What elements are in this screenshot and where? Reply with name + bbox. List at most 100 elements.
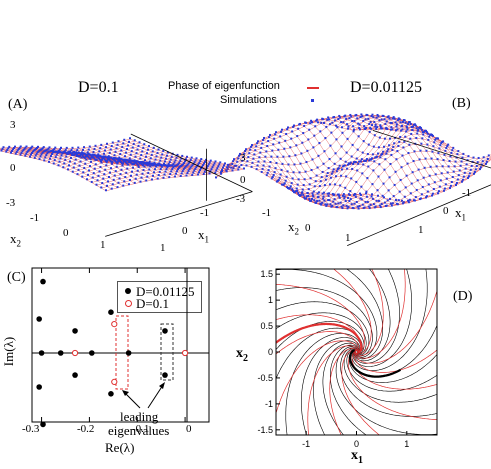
panel-a-sim-point	[130, 150, 133, 153]
panel-a-sim-point	[26, 151, 29, 154]
panel-a-sim-point	[207, 163, 210, 166]
panel-a-sim-point	[208, 172, 211, 175]
panel-b-sim-point	[387, 148, 390, 151]
panel-b-sim-point	[419, 149, 422, 152]
panel-b-sim-point	[421, 185, 424, 188]
panel-b-sim-point	[346, 207, 349, 210]
panel-b-sim-point	[323, 191, 325, 194]
panel-b-sim-point	[333, 162, 336, 165]
panel-a-sim-point	[77, 146, 80, 149]
panel-b-sim-point	[342, 204, 345, 207]
panel-b-sim-point	[423, 166, 426, 169]
panel-b-sim-point	[318, 185, 321, 188]
panel-b-sim-point	[388, 144, 391, 147]
panel-b-sim-point	[375, 127, 378, 130]
panel-a-sim-point	[122, 184, 125, 187]
panel-b-sim-point	[426, 143, 429, 146]
panel-b-sim-point	[235, 164, 238, 167]
panel-b-sim-point	[293, 124, 295, 127]
panel-a-sim-point	[179, 159, 182, 162]
panel-b-sim-point	[384, 158, 387, 161]
panel-a-sim-point	[101, 157, 104, 160]
panel-b-sim-point	[393, 183, 396, 186]
panel-a-sim-point	[114, 150, 117, 153]
panel-b-sim-point	[248, 152, 251, 155]
panel-a-sim-point	[76, 153, 78, 156]
panel-b-sim-point	[358, 160, 361, 163]
panel-a-sim-point	[121, 145, 124, 148]
panel-a-sim-point	[132, 142, 135, 145]
panel-b-sim-point	[240, 164, 243, 167]
panel-a-sim-point	[98, 157, 100, 160]
panel-b-sim-point	[369, 158, 372, 161]
panel-a-sim-point	[99, 165, 102, 168]
panel-b-sim-point	[421, 137, 424, 140]
panel-b-sim-point	[292, 189, 295, 192]
panel-b-sim-point	[311, 194, 314, 197]
panel-b-sim-point	[325, 175, 328, 178]
panel-b-sim-point	[410, 126, 413, 129]
panel-a-sim-point	[19, 145, 22, 148]
panel-b-sim-point	[311, 197, 313, 200]
panel-b-sim-point	[323, 184, 326, 187]
panel-a-sim-point	[113, 157, 115, 160]
panel-b-sim-point	[402, 201, 405, 204]
panel-b-sim-point	[348, 117, 351, 120]
panel-b-sim-point	[417, 168, 420, 171]
panel-a-sim-point	[102, 177, 105, 180]
panel-a-sim-point	[111, 162, 113, 165]
panel-a-sim-point	[193, 169, 196, 172]
panel-b-sim-point	[215, 176, 217, 179]
panel-b-sim-point	[460, 160, 463, 163]
panel-a-sim-point	[28, 148, 31, 151]
panel-b-sim-point	[349, 161, 352, 164]
panel-b-sim-point	[463, 171, 466, 174]
panel-b-sim-point	[310, 119, 313, 122]
panel-c-xtick-label-0: -0.3	[22, 423, 40, 435]
panel-b-sim-point	[322, 162, 325, 165]
panel-b-sim-point	[287, 163, 290, 166]
panel-a-sim-point	[203, 170, 206, 173]
panel-a-sim-point	[104, 149, 106, 152]
panel-b-sim-point	[301, 191, 304, 194]
panel-a-sim-point	[37, 145, 39, 148]
panel-b-sim-point	[364, 200, 367, 203]
panel-b-sim-point	[345, 204, 348, 207]
panel-b-sim-point	[390, 126, 393, 129]
panel-a-sim-point	[194, 159, 197, 162]
panel-b-sim-point	[354, 195, 357, 198]
panel-a-sim-point	[108, 175, 110, 178]
panel-b-sim-point	[249, 148, 252, 151]
panel-a-sim-point	[29, 155, 31, 158]
panel-b-sim-point	[420, 128, 423, 131]
panel-a-sim-point	[221, 168, 223, 171]
panel-a-sim-point	[72, 151, 74, 154]
panel-a-sim-point	[156, 151, 159, 154]
panel-a-sim-point	[148, 168, 151, 171]
panel-a-sim-point	[153, 161, 156, 164]
panel-a-sim-point	[209, 159, 212, 162]
panel-b-sim-point	[354, 114, 357, 117]
panel-a-sim-point	[104, 168, 107, 171]
panel-a-sim-point	[5, 150, 8, 153]
panel-b-sim-point	[320, 121, 323, 124]
panel-a-sim-point	[110, 187, 113, 190]
panel-b-sim-point	[443, 153, 446, 156]
panel-a-sim-point	[20, 151, 23, 154]
panel-b-sim-point	[281, 162, 284, 165]
panel-b-sim-point	[380, 153, 383, 156]
panel-b-sim-point	[437, 192, 439, 195]
panel-a-sim-point	[68, 164, 70, 167]
panel-b-sim-point	[408, 143, 411, 146]
panel-a-sim-point	[195, 166, 198, 169]
panel-b-sim-point	[438, 185, 441, 188]
panel-b-sim-point	[383, 118, 386, 121]
panel-b-sim-point	[281, 183, 283, 186]
panel-b-sim-point	[286, 170, 289, 173]
panel-b-sim-point	[430, 157, 433, 160]
panel-a-sim-point	[62, 151, 65, 154]
panel-b-sim-point	[341, 126, 343, 129]
panel-a-sim-point	[145, 179, 148, 182]
panel-b-sim-point	[425, 196, 427, 199]
